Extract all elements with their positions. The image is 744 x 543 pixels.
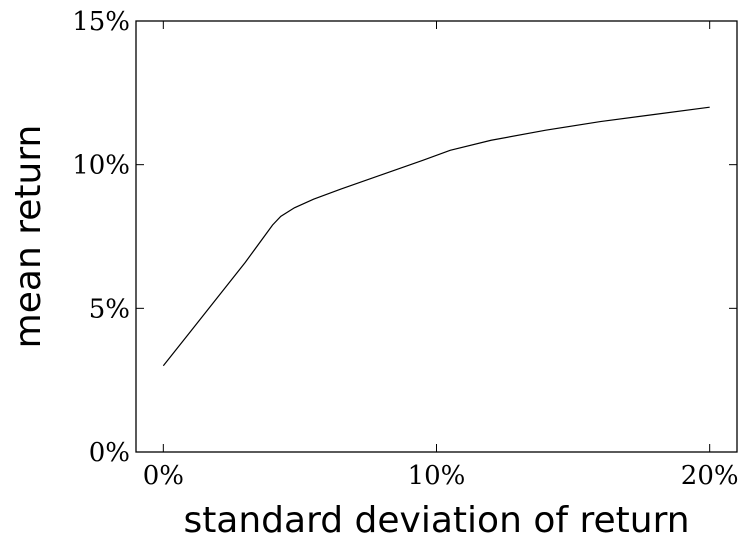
x-tick-label: 0%: [143, 461, 184, 491]
plot-area-frame: [135, 20, 738, 453]
y-tick-label: 15%: [72, 7, 130, 37]
x-tick-label: 10%: [408, 461, 466, 491]
x-axis-label: standard deviation of return: [183, 500, 689, 541]
x-tick-label: 20%: [681, 461, 739, 491]
y-tick-label: 10%: [72, 151, 130, 181]
y-axis-label: mean return: [8, 125, 49, 349]
axis-ticks: [136, 20, 737, 453]
y-tick-label: 5%: [89, 294, 130, 324]
y-tick-label: 0%: [89, 438, 130, 468]
axis-tick-labels: 0% 10% 20% 0% 5% 10% 15%: [72, 7, 738, 491]
series-line: [162, 106, 710, 367]
